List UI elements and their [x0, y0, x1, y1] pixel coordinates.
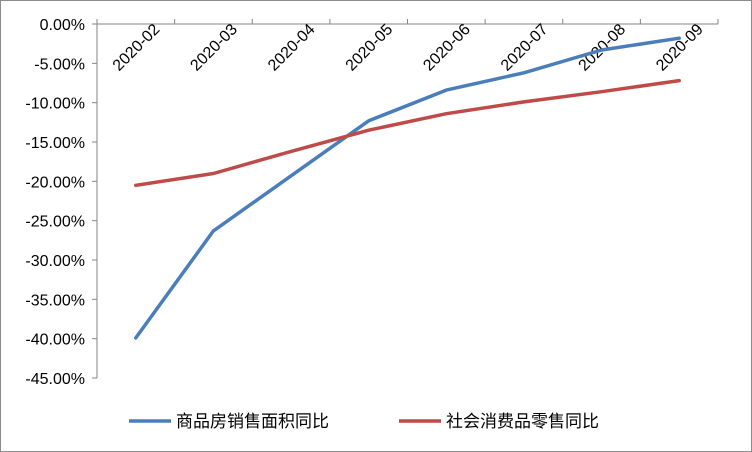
legend: 商品房销售面积同比 社会消费品零售同比	[129, 412, 599, 432]
x-tick-label: 2020-03	[187, 21, 241, 75]
y-tick-label: -5.00%	[34, 56, 85, 73]
x-tick-label: 2020-05	[343, 21, 397, 75]
legend-label-1: 商品房销售面积同比	[176, 412, 329, 432]
axes	[92, 19, 719, 379]
y-tick-labels: 0.00% -5.00% -10.00% -15.00% -20.00% -25.00% -…	[25, 17, 85, 388]
series-line-2	[134, 78, 681, 188]
y-tick-label: -10.00%	[25, 96, 85, 113]
y-tick-label: -40.00%	[25, 332, 85, 349]
y-tick-label: -30.00%	[25, 253, 85, 270]
y-tick-label: -45.00%	[25, 371, 85, 388]
x-tick-label: 2020-04	[265, 21, 319, 75]
y-tick-label: 0.00%	[40, 17, 85, 34]
series-lines	[134, 36, 681, 340]
series-line-1	[134, 36, 681, 340]
legend-label-2: 社会消费品零售同比	[446, 412, 599, 432]
x-tick-label: 2020-06	[420, 21, 474, 75]
y-tick-label: -15.00%	[25, 135, 85, 152]
x-tick-label: 2020-02	[110, 21, 164, 75]
y-tick-label: -25.00%	[25, 214, 85, 231]
y-tick-label: -20.00%	[25, 174, 85, 191]
x-tick-label: 2020-09	[653, 21, 707, 75]
y-tick-label: -35.00%	[25, 292, 85, 309]
